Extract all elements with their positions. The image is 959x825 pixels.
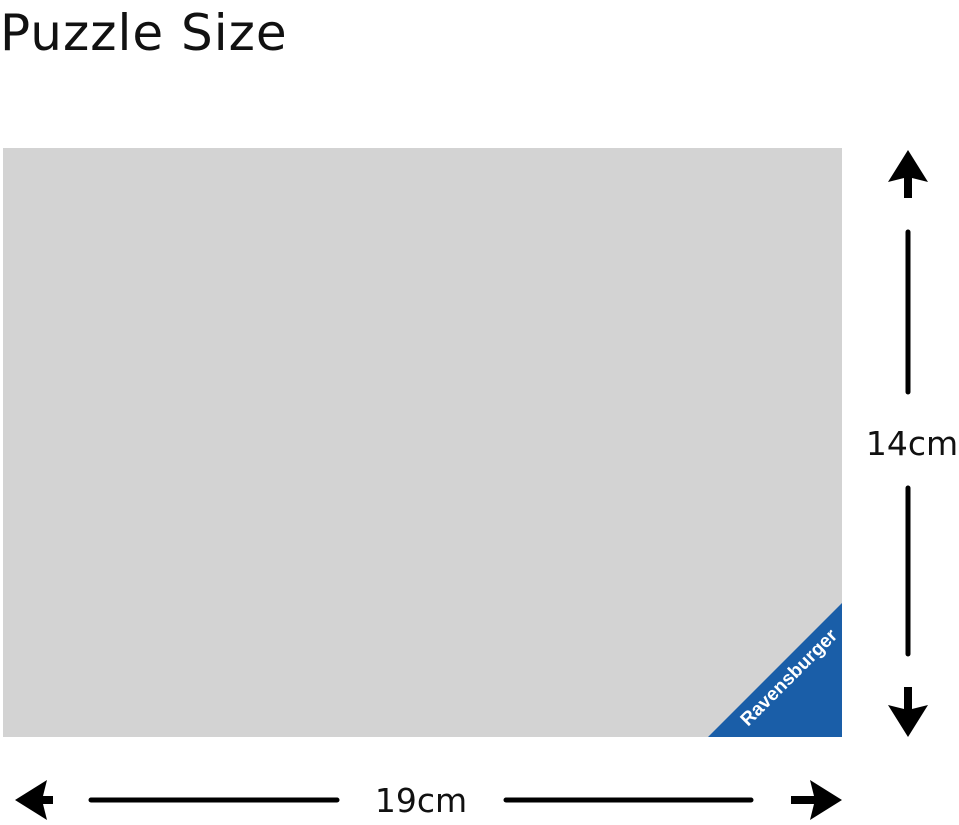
puzzle-area [3,148,842,737]
brand-corner [708,603,842,737]
arrow-left-icon [15,780,53,820]
arrow-up-icon [888,150,928,198]
height-arrow [888,150,928,737]
width-label: 19cm [375,781,467,820]
arrow-down-icon [888,687,928,737]
arrow-right-icon [791,780,842,820]
page-title: Puzzle Size [0,4,288,62]
height-label: 14cm [866,424,958,463]
width-arrow [15,780,842,820]
